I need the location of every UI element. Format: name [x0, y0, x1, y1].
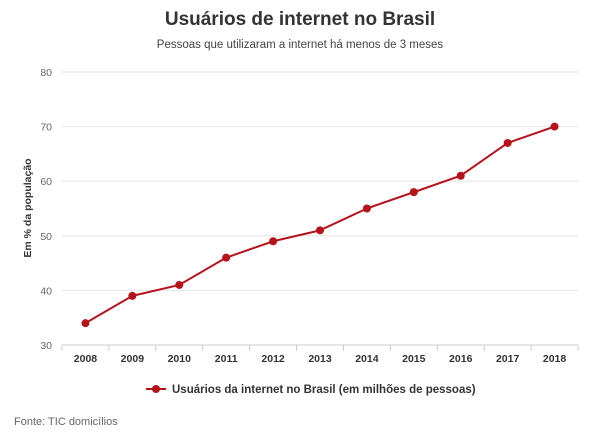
series-group [81, 122, 559, 328]
data-point [362, 204, 371, 213]
data-point [128, 291, 137, 300]
x-axis [61, 344, 579, 351]
y-tick-label: 50 [40, 231, 52, 243]
x-tick-label: 2008 [74, 353, 98, 365]
data-point [175, 280, 184, 289]
chart-subtitle: Pessoas que utilizaram a internet há men… [157, 39, 444, 51]
x-tick-label: 2011 [215, 353, 238, 365]
data-point [222, 253, 231, 262]
x-tick-label: 2009 [121, 353, 145, 365]
data-point [269, 237, 278, 246]
y-axis-ticks: 30 40 50 60 70 80 [40, 67, 52, 352]
x-tick-label: 2018 [543, 353, 567, 365]
y-tick-label: 40 [40, 285, 52, 297]
x-tick-label: 2016 [449, 353, 473, 365]
x-tick-label: 2015 [402, 353, 426, 365]
chart-title: Usuários de internet no Brasil [165, 9, 435, 30]
series-line [84, 125, 555, 325]
data-point [550, 122, 559, 131]
x-tick-label: 2010 [168, 353, 192, 365]
y-tick-label: 80 [40, 67, 52, 79]
y-tick-label: 30 [40, 340, 52, 352]
y-tick-label: 60 [40, 176, 52, 188]
legend-label: Usuários da internet no Brasil (em milhõ… [172, 384, 476, 396]
data-point [503, 138, 512, 147]
source-note: Fonte: TIC domicílios [14, 416, 118, 428]
x-tick-label: 2012 [261, 353, 285, 365]
data-point [409, 188, 418, 197]
grid-lines [62, 71, 578, 291]
x-axis-ticks: 2008 2009 2010 2011 2012 2013 2014 2015 2016 2017… [74, 353, 567, 365]
legend[interactable]: Usuários da internet no Brasil (em milhõ… [146, 384, 476, 396]
legend-marker [152, 385, 160, 393]
data-point [456, 171, 465, 180]
x-tick-label: 2014 [355, 353, 379, 365]
x-tick-label: 2017 [496, 353, 520, 365]
y-axis-label: Em % da população [22, 158, 34, 257]
x-tick-label: 2013 [308, 353, 332, 365]
y-tick-label: 70 [40, 122, 52, 134]
data-point [81, 319, 90, 328]
data-point [316, 226, 324, 235]
